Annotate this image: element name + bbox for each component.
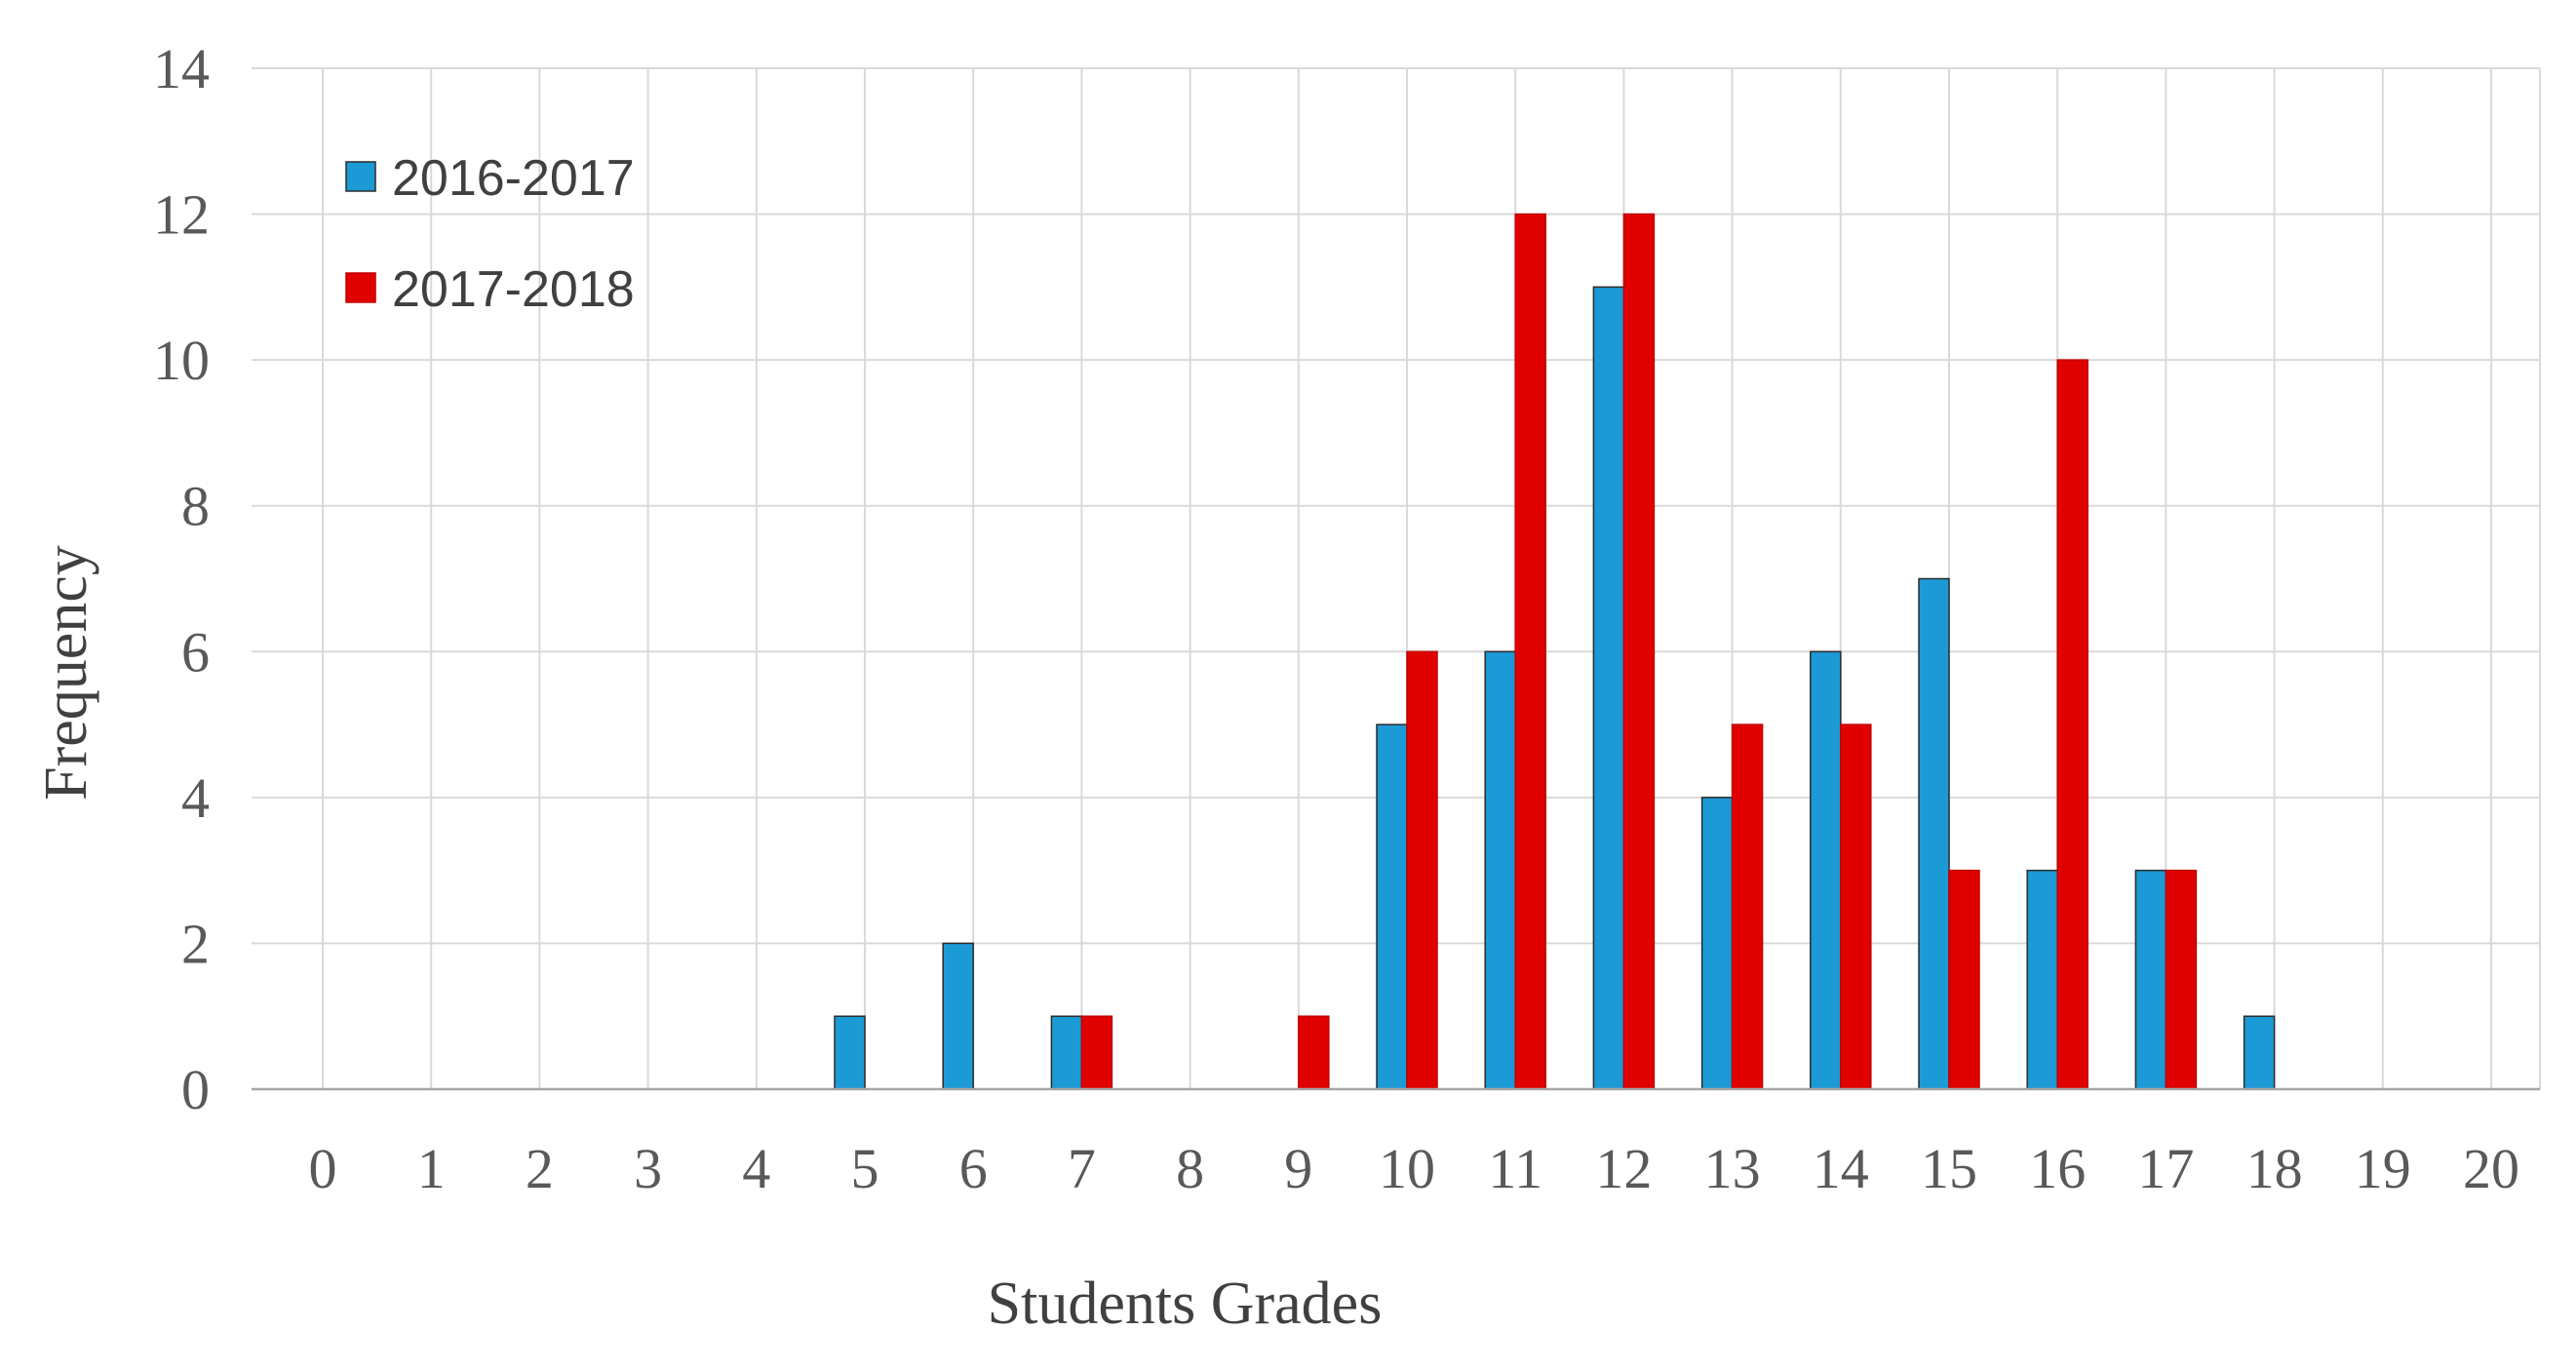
bar-2017-2018-9 — [1298, 1015, 1330, 1090]
x-tick-label-12: 12 — [1595, 1137, 1652, 1200]
bar-2016-2017-15 — [1918, 577, 1950, 1090]
bar-2017-2018-12 — [1622, 213, 1656, 1090]
x-tick-label-20: 20 — [2463, 1137, 2519, 1200]
bar-2017-2018-10 — [1406, 650, 1438, 1090]
x-tick-label-10: 10 — [1379, 1137, 1435, 1200]
bar-2016-2017-5 — [834, 1015, 866, 1090]
bar-2016-2017-17 — [2134, 869, 2167, 1090]
x-axis-title: Students Grades — [988, 1271, 1383, 1337]
bar-2016-2017-6 — [942, 942, 974, 1090]
x-tick-label-5: 5 — [851, 1137, 879, 1200]
y-axis-ticks: 0 2 4 6 8 10 12 14 — [153, 37, 210, 1121]
x-tick-label-16: 16 — [2029, 1137, 2086, 1200]
bar-2016-2017-7 — [1050, 1015, 1083, 1090]
y-tick-label-8: 8 — [181, 475, 210, 538]
x-tick-label-1: 1 — [417, 1137, 446, 1200]
y-tick-label-0: 0 — [181, 1058, 210, 1121]
x-tick-label-15: 15 — [1921, 1137, 1977, 1200]
bar-2016-2017-13 — [1700, 797, 1734, 1090]
x-tick-label-19: 19 — [2355, 1137, 2411, 1200]
y-tick-label-2: 2 — [181, 912, 210, 975]
x-tick-label-9: 9 — [1284, 1137, 1312, 1200]
x-tick-label-8: 8 — [1176, 1137, 1204, 1200]
bar-2016-2017-18 — [2243, 1015, 2276, 1090]
y-tick-label-4: 4 — [181, 766, 210, 830]
y-tick-label-10: 10 — [153, 329, 210, 392]
bar-2016-2017-12 — [1592, 286, 1625, 1090]
y-tick-label-6: 6 — [181, 620, 210, 684]
bar-2017-2018-11 — [1514, 213, 1546, 1090]
x-tick-label-7: 7 — [1068, 1137, 1096, 1200]
x-axis-ticks: 0 1 2 3 4 5 6 7 8 9 10 11 12 13 14 15 16 17 18 19 20 — [309, 1137, 2520, 1200]
y-tick-label-14: 14 — [153, 37, 210, 100]
legend: 2016-2017 2017-2018 — [345, 150, 635, 318]
x-tick-label-13: 13 — [1704, 1137, 1761, 1200]
bar-2017-2018-13 — [1731, 724, 1764, 1090]
x-tick-label-2: 2 — [526, 1137, 554, 1200]
x-tick-label-3: 3 — [634, 1137, 662, 1200]
x-tick-label-14: 14 — [1813, 1137, 1869, 1200]
legend-swatch-2016-2017 — [345, 161, 376, 192]
x-tick-label-0: 0 — [309, 1137, 337, 1200]
bar-2017-2018-16 — [2056, 359, 2088, 1090]
legend-label-2017-2018: 2017-2018 — [392, 261, 635, 318]
x-tick-label-17: 17 — [2137, 1137, 2194, 1200]
bar-2017-2018-14 — [1840, 724, 1872, 1090]
bars — [834, 213, 2276, 1090]
bar-2016-2017-16 — [2026, 869, 2058, 1090]
x-tick-label-11: 11 — [1488, 1137, 1542, 1200]
x-tick-label-18: 18 — [2246, 1137, 2303, 1200]
x-tick-label-4: 4 — [742, 1137, 770, 1200]
bar-2017-2018-17 — [2165, 869, 2198, 1090]
bar-2017-2018-7 — [1080, 1015, 1113, 1090]
y-tick-label-12: 12 — [153, 183, 210, 247]
bar-2016-2017-14 — [1810, 650, 1842, 1090]
bar-2017-2018-15 — [1948, 869, 1980, 1090]
legend-swatch-2017-2018 — [345, 272, 376, 303]
bar-2016-2017-10 — [1376, 724, 1408, 1090]
y-axis-title: Frequency — [33, 545, 99, 801]
legend-label-2016-2017: 2016-2017 — [392, 150, 635, 207]
bar-2016-2017-11 — [1484, 650, 1516, 1090]
x-tick-label-6: 6 — [959, 1137, 988, 1200]
